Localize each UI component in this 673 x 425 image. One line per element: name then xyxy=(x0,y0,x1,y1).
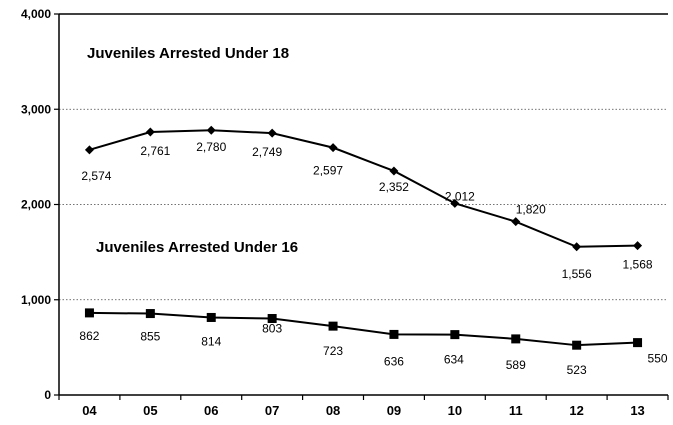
series-line-0 xyxy=(89,129,638,248)
data-point-square xyxy=(633,338,643,348)
series xyxy=(84,125,643,350)
series-title-under-16: Juveniles Arrested Under 16 xyxy=(96,239,298,256)
data-point-square xyxy=(328,321,338,331)
data-label: 723 xyxy=(323,344,343,358)
y-tick-label: 2,000 xyxy=(21,198,51,212)
data-point-diamond xyxy=(511,217,521,227)
data-label: 803 xyxy=(262,322,282,336)
data-label: 855 xyxy=(140,330,160,344)
x-axis-ticks: 04 05 06 07 08 09 10 11 12 13 xyxy=(58,395,669,418)
series-titles: Juveniles Arrested Under 18 Juveniles Ar… xyxy=(87,45,298,256)
data-label: 634 xyxy=(444,353,464,367)
y-tick-label: 4,000 xyxy=(21,7,51,21)
data-label: 636 xyxy=(384,354,404,368)
data-point-square xyxy=(389,329,399,339)
x-tick-label: 11 xyxy=(509,403,523,418)
data-point-diamond xyxy=(328,143,338,153)
data-label: 1,556 xyxy=(562,267,592,281)
data-label: 589 xyxy=(506,358,526,372)
data-label: 1,568 xyxy=(623,258,653,272)
data-labels: 2,574 2,761 2,780 2,749 2,597 2,352 2,012 1,820… xyxy=(79,140,667,377)
data-label: 2,012 xyxy=(445,189,475,203)
x-tick-label: 05 xyxy=(143,403,157,418)
data-point-diamond xyxy=(145,127,155,137)
data-point-square xyxy=(450,330,460,340)
y-axis-ticks: 0 1,000 2,000 3,000 4,000 xyxy=(21,7,59,402)
data-point-diamond xyxy=(572,242,582,252)
data-label: 1,820 xyxy=(516,203,546,217)
x-tick-label: 07 xyxy=(265,403,279,418)
x-tick-label: 06 xyxy=(204,403,218,418)
data-label: 2,574 xyxy=(81,169,111,183)
series-title-under-18: Juveniles Arrested Under 18 xyxy=(87,45,289,62)
x-tick-label: 04 xyxy=(82,403,97,418)
data-label: 2,780 xyxy=(196,140,226,154)
data-label: 2,597 xyxy=(313,164,343,178)
y-tick-label: 0 xyxy=(44,388,51,402)
x-tick-label: 10 xyxy=(448,403,462,418)
series-line-1 xyxy=(89,311,638,347)
data-point-diamond xyxy=(389,166,399,176)
data-label: 814 xyxy=(201,334,221,348)
data-point-diamond xyxy=(450,198,460,208)
data-label: 2,761 xyxy=(140,144,170,158)
y-tick-label: 1,000 xyxy=(21,293,51,307)
data-point-square xyxy=(267,314,277,324)
data-point-square xyxy=(84,308,94,318)
data-point-diamond xyxy=(267,128,277,138)
data-label: 523 xyxy=(567,363,587,377)
data-point-square xyxy=(145,309,155,319)
data-point-square xyxy=(572,340,582,350)
x-tick-label: 13 xyxy=(630,403,644,418)
x-tick-label: 12 xyxy=(569,403,583,418)
data-point-square xyxy=(206,312,216,322)
x-tick-label: 09 xyxy=(387,403,401,418)
data-label: 862 xyxy=(79,329,99,343)
gridlines xyxy=(59,108,668,301)
data-point-diamond xyxy=(84,145,94,155)
data-label: 2,352 xyxy=(379,180,409,194)
y-tick-label: 3,000 xyxy=(21,102,51,116)
data-point-square xyxy=(511,334,521,344)
data-point-diamond xyxy=(633,241,643,251)
data-label: 550 xyxy=(648,352,668,366)
x-tick-label: 08 xyxy=(326,403,340,418)
data-label: 2,749 xyxy=(252,145,282,159)
data-point-diamond xyxy=(206,125,216,135)
